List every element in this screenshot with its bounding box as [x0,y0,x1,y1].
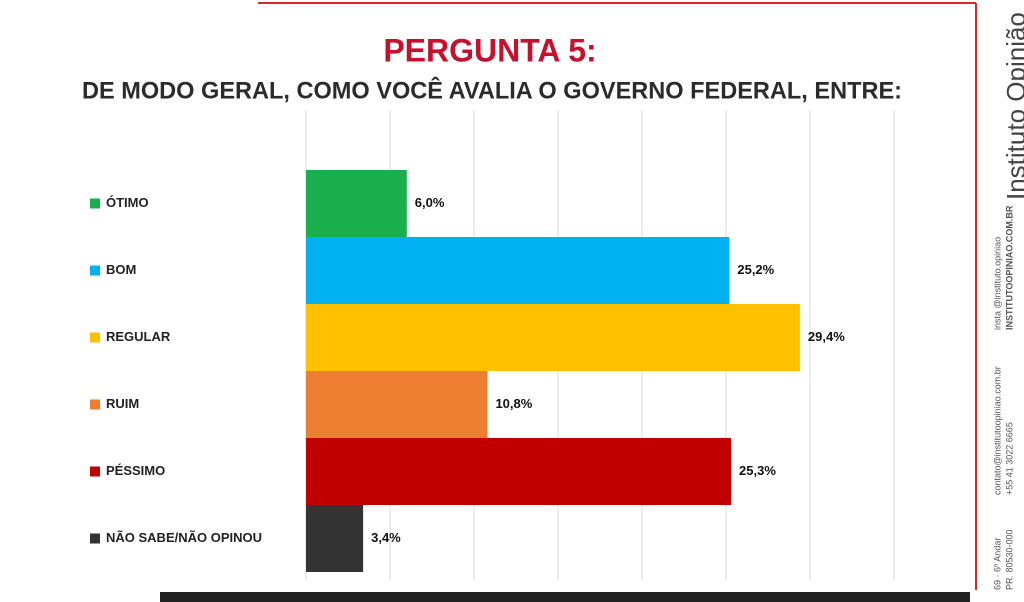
category-label: RUIM [106,396,139,411]
category-label: NÃO SABE/NÃO OPINOU [106,530,262,545]
chart-subtitle: DE MODO GERAL, COMO VOCÊ AVALIA O GOVERN… [82,76,902,104]
legend-swatch [90,533,100,544]
legend-swatch [90,332,100,343]
value-label: 29,4% [808,329,845,344]
contact-line: +55 41 3022 6665 [1004,422,1014,495]
legend-swatch [90,399,100,410]
category-label: REGULAR [106,329,171,344]
contact-line: 69 · 6º Andar [992,538,1002,590]
plot: ÓTIMO 6,0% BOM 25,2% REGULAR 29,4% RUIM 10,8% PÉ… [90,110,895,580]
contact-line: insta @instituto.opiniao [992,237,1002,330]
legend-swatch [90,198,100,209]
legend-swatch [90,466,100,477]
taskbar [160,592,970,602]
bar [306,505,364,572]
bar [306,170,407,237]
category-label: ÓTIMO [106,195,149,210]
value-label: 25,2% [737,262,774,277]
value-label: 6,0% [415,195,445,210]
legend-swatch [90,265,100,276]
chart-title: PERGUNTA 5: [383,32,596,68]
bar [306,371,488,438]
value-label: 10,8% [495,396,532,411]
contact-line: PR. 80530-000 [1004,529,1014,590]
bar [306,438,732,505]
category-label: PÉSSIMO [106,463,165,478]
contact-line: INSTITUTOOPINIAO.COM.BR [1004,205,1014,330]
category-label: BOM [106,262,136,277]
value-label: 3,4% [371,530,401,545]
contact-line: contato@institutoopiniao.com.br [992,366,1002,495]
bar [306,304,800,371]
brand: Instituto Opinião [1001,12,1024,200]
value-label: 25,3% [739,463,776,478]
bar [306,237,730,304]
